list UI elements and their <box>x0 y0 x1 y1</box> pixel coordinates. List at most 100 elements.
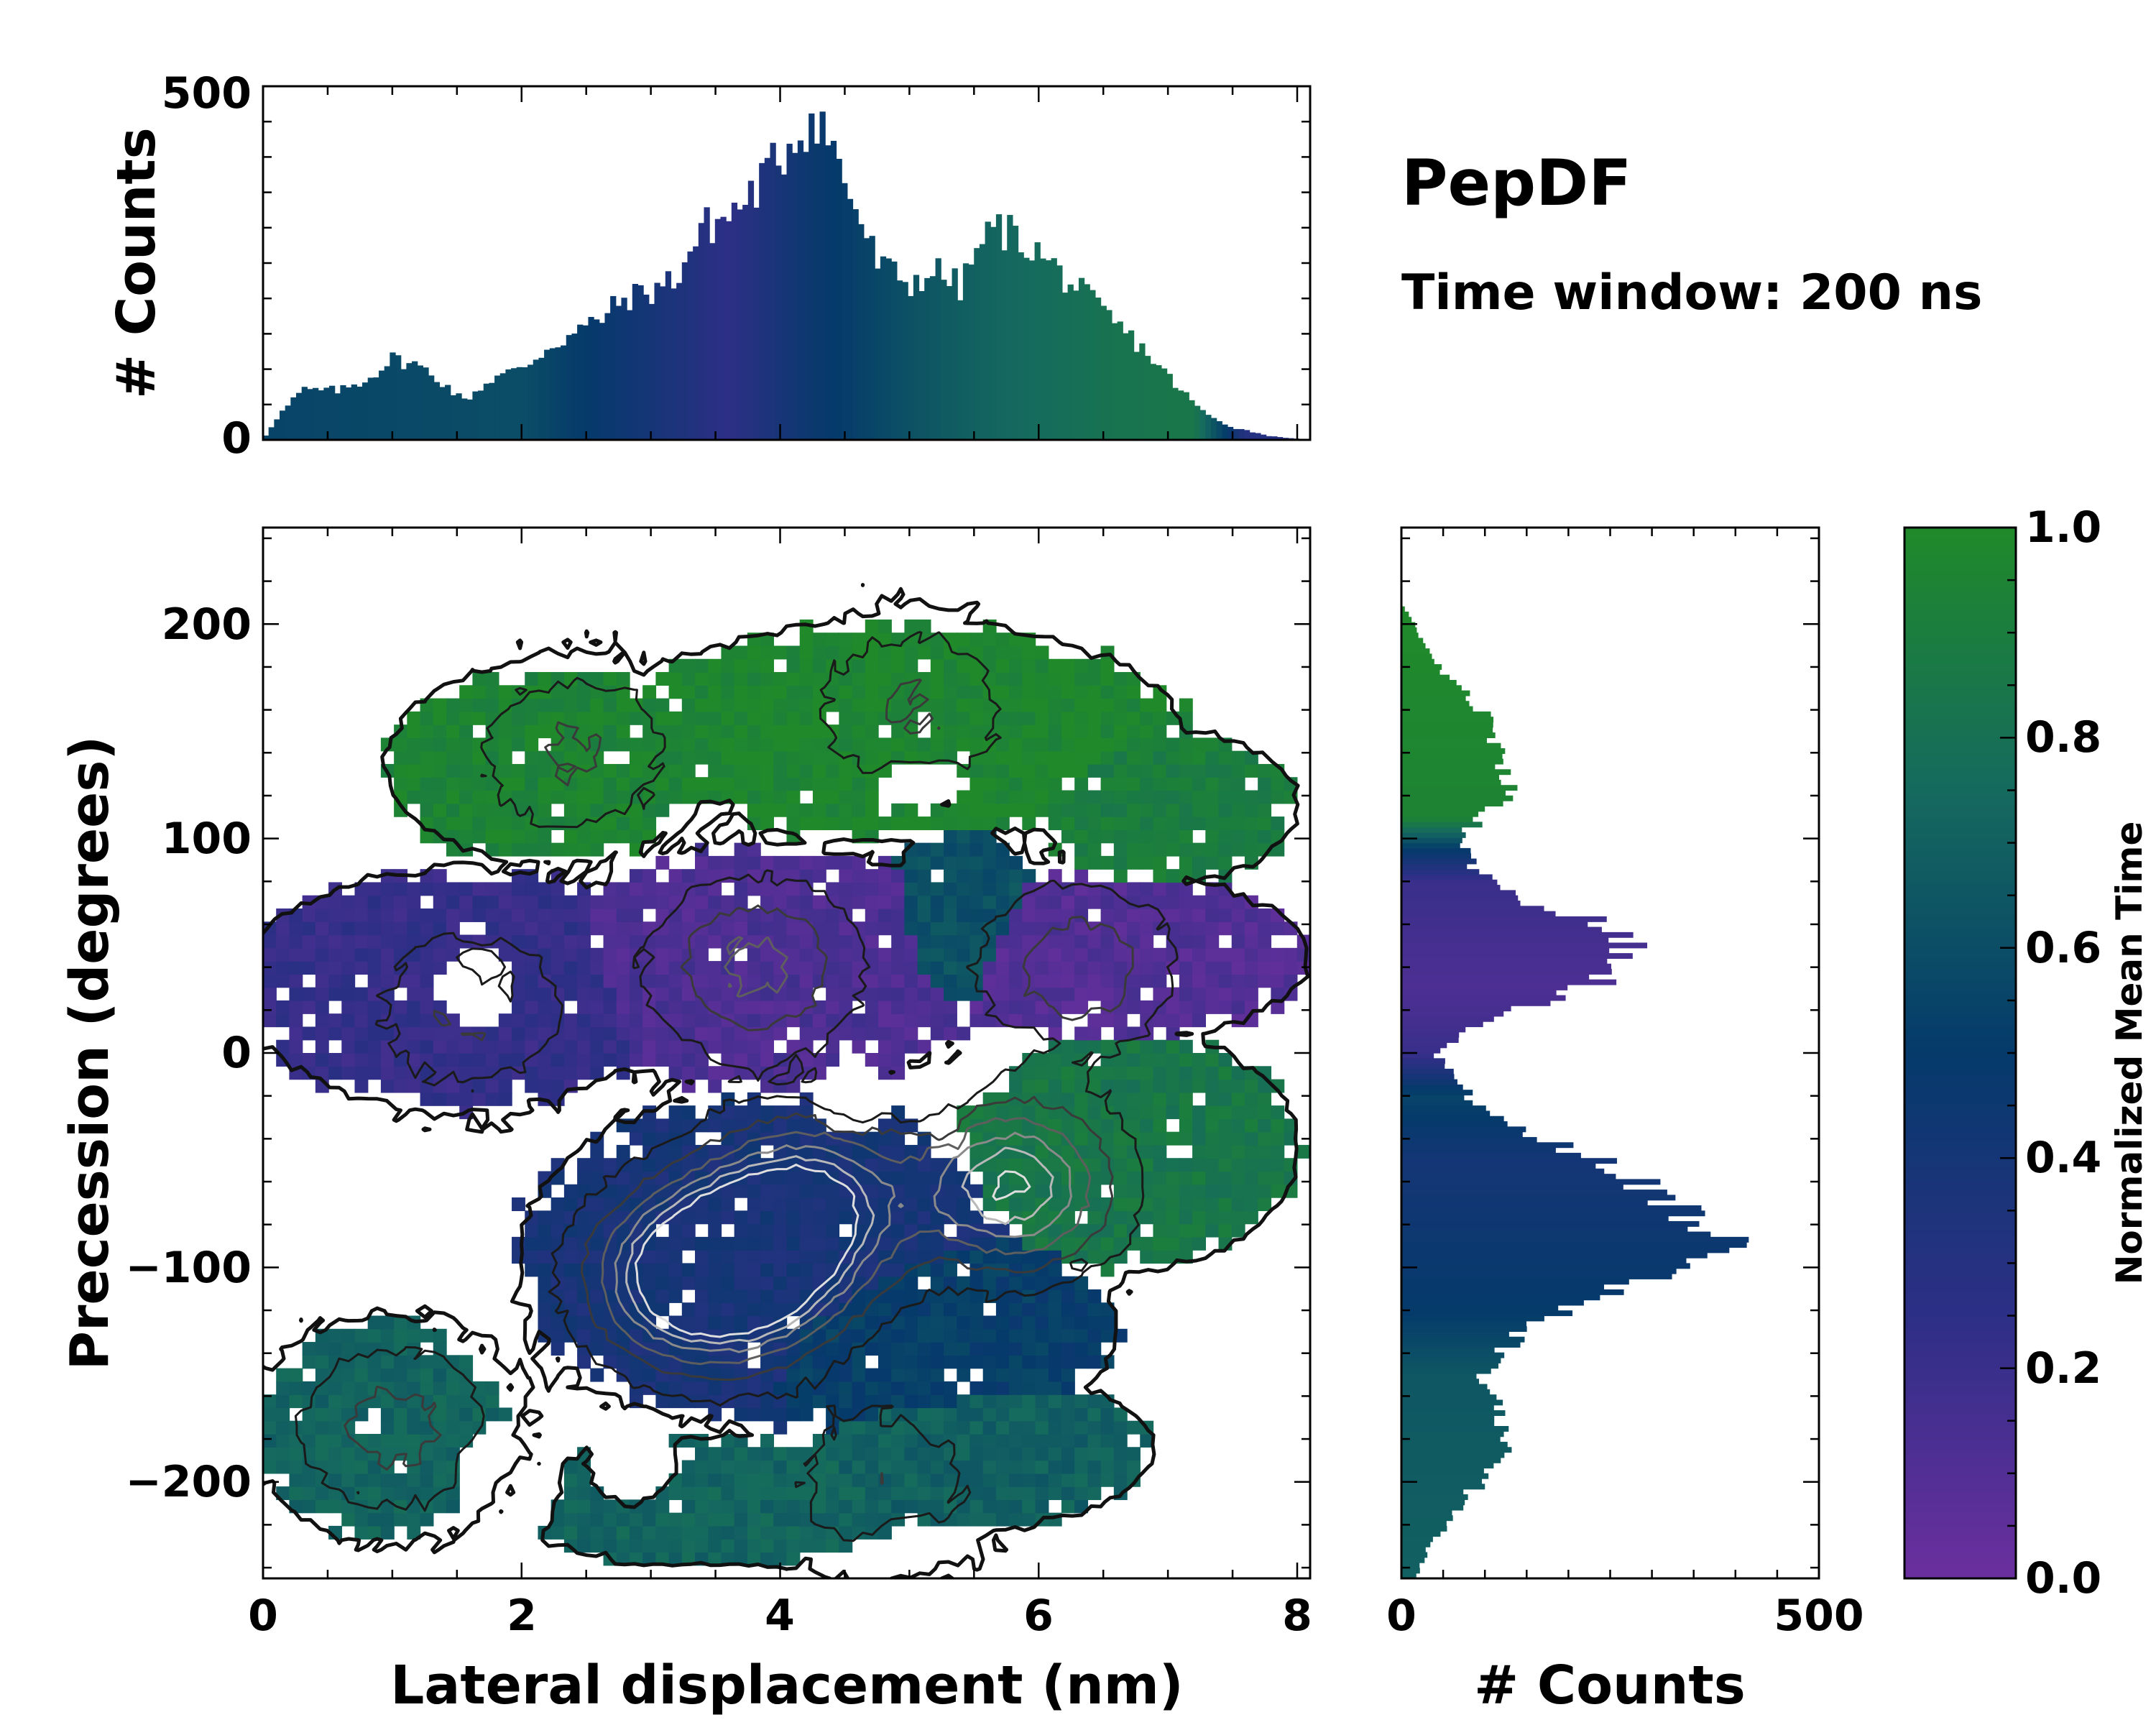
heatmap-cell <box>525 934 539 949</box>
heatmap-cell <box>982 645 997 660</box>
top-hist-bar <box>423 367 429 440</box>
heatmap-cell <box>276 1000 290 1014</box>
heatmap-cell <box>563 908 578 922</box>
heatmap-cell <box>341 934 356 949</box>
heatmap-cell <box>812 750 826 765</box>
heatmap-cell <box>1166 1079 1180 1093</box>
heatmap-cell <box>852 974 866 988</box>
heatmap-cell <box>1048 1053 1062 1067</box>
heatmap-cell <box>747 750 761 765</box>
heatmap-cell <box>420 1368 434 1382</box>
heatmap-cell <box>1166 869 1180 883</box>
right-hist-bar <box>1401 1373 1477 1379</box>
heatmap-cell <box>1192 947 1206 962</box>
heatmap-cell <box>839 711 853 725</box>
heatmap-cell <box>786 645 801 660</box>
heatmap-cell <box>1113 1144 1128 1159</box>
heatmap-cell <box>839 947 853 962</box>
heatmap-cell <box>773 1420 788 1435</box>
heatmap-cell <box>1179 1118 1193 1133</box>
top-hist-bar <box>693 246 699 440</box>
heatmap-cell <box>1127 1066 1141 1080</box>
heatmap-cell <box>734 658 748 673</box>
heatmap-cell <box>354 1066 369 1080</box>
heatmap-cell <box>891 921 906 936</box>
heatmap-cell <box>708 1236 722 1251</box>
heatmap-cell <box>1022 1053 1036 1067</box>
heatmap-cell <box>341 1433 356 1448</box>
heatmap-cell <box>734 1499 748 1514</box>
heatmap-cell <box>341 1460 356 1474</box>
heatmap-cell <box>891 1013 906 1028</box>
heatmap-cell <box>603 1342 617 1356</box>
heatmap-cell <box>734 1315 748 1330</box>
right-hist-bar <box>1401 1563 1420 1568</box>
heatmap-cell <box>394 1342 408 1356</box>
top-hist-bar <box>323 387 330 440</box>
heatmap-cell <box>904 724 918 739</box>
heatmap-cell <box>1218 1144 1233 1159</box>
heatmap-cell <box>969 816 984 831</box>
heatmap-cell <box>459 724 474 739</box>
heatmap-cell <box>590 711 604 725</box>
heatmap-cell <box>1113 1026 1128 1041</box>
heatmap-cell <box>877 869 892 883</box>
heatmap-cell <box>877 1000 892 1014</box>
heatmap-cell <box>1244 934 1258 949</box>
heatmap-cell <box>734 777 748 791</box>
top-hist-bar <box>307 389 313 440</box>
heatmap-cell <box>799 1144 814 1159</box>
heatmap-cell <box>1061 908 1075 922</box>
top-hist-bar <box>1007 215 1013 440</box>
heatmap-cell <box>407 1000 421 1014</box>
heatmap-cell <box>1113 1105 1128 1120</box>
right-hist-bar <box>1401 1174 1616 1180</box>
heatmap-cell <box>917 1315 931 1330</box>
heatmap-cell <box>276 921 290 936</box>
heatmap-cell <box>1035 908 1049 922</box>
top-hist-bar <box>516 367 523 440</box>
heatmap-cell <box>668 1066 683 1080</box>
heatmap-cell <box>1087 1447 1102 1461</box>
heatmap-cell <box>1231 921 1245 936</box>
heatmap-cell <box>1179 921 1193 936</box>
heatmap-cell <box>930 1302 944 1317</box>
heatmap-cell <box>550 1039 565 1054</box>
heatmap-cell <box>550 1223 565 1238</box>
heatmap-cell <box>1074 1473 1089 1487</box>
heatmap-cell <box>1205 1158 1220 1172</box>
heatmap-cell <box>930 1473 944 1487</box>
heatmap-cell <box>839 1315 853 1330</box>
heatmap-cell <box>1113 816 1128 831</box>
heatmap-cell <box>695 1315 709 1330</box>
heatmap-cell <box>1218 816 1233 831</box>
heatmap-cell <box>538 934 552 949</box>
heatmap-cell <box>1205 1000 1220 1014</box>
heatmap-cell <box>1022 1368 1036 1382</box>
heatmap-cell <box>629 934 643 949</box>
heatmap-cell <box>917 1394 931 1409</box>
heatmap-cell <box>420 1026 434 1041</box>
heatmap-cell <box>354 1355 369 1369</box>
heatmap-cell <box>917 934 931 949</box>
heatmap-cell <box>1061 1053 1075 1067</box>
heatmap-cell <box>760 934 774 949</box>
heatmap-cell <box>799 1276 814 1290</box>
heatmap-cell <box>655 1525 670 1540</box>
heatmap-cell <box>1192 763 1206 778</box>
heatmap-cell <box>877 1342 892 1356</box>
heatmap-cell <box>367 882 382 896</box>
heatmap-cell <box>642 1512 657 1527</box>
heatmap-cell <box>734 1026 748 1041</box>
heatmap-cell <box>420 882 434 896</box>
heatmap-cell <box>812 1210 826 1225</box>
heatmap-cell <box>472 1053 487 1067</box>
heatmap-cell <box>563 777 578 791</box>
heatmap-cell <box>747 1460 761 1474</box>
heatmap-cell <box>616 974 630 988</box>
heatmap-cell <box>354 947 369 962</box>
heatmap-cell <box>826 1499 840 1514</box>
right-hist-bar <box>1401 1415 1495 1422</box>
heatmap-cell <box>681 1302 696 1317</box>
right-hist-bar <box>1401 1457 1501 1463</box>
